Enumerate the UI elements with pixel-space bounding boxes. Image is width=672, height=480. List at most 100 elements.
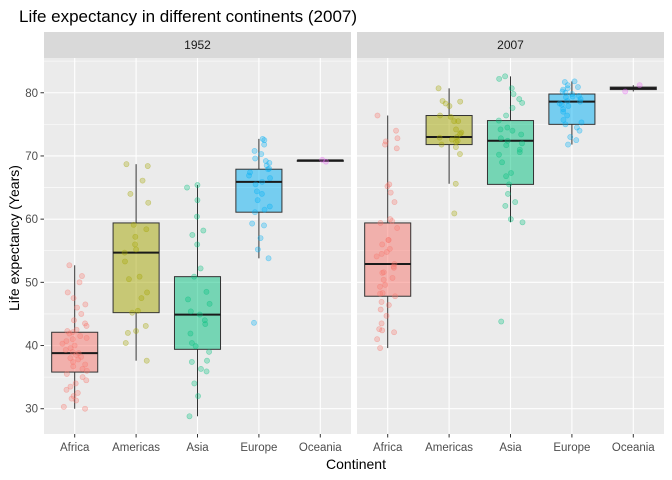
data-point: [497, 126, 504, 133]
data-point: [562, 121, 569, 128]
data-point: [380, 269, 387, 276]
data-point: [127, 190, 134, 197]
data-point: [247, 169, 253, 176]
y-tick-label: 40: [25, 341, 38, 353]
data-point: [203, 288, 210, 295]
data-point: [139, 177, 146, 184]
data-point: [391, 199, 398, 205]
data-point: [452, 144, 459, 151]
facet-panel-2007: 2007 Africa Americas Asia Europe Oceania: [357, 32, 664, 454]
data-point: [261, 206, 268, 213]
data-point: [387, 189, 394, 196]
data-point: [195, 393, 201, 399]
x-tick-label: Oceania: [299, 442, 342, 454]
data-point: [495, 117, 502, 124]
data-point: [379, 327, 386, 334]
data-point: [394, 225, 401, 231]
data-point: [506, 181, 512, 188]
data-point: [191, 273, 198, 280]
data-point: [198, 366, 204, 372]
data-point: [67, 345, 74, 351]
box-oceania: [296, 156, 344, 165]
y-tick-label: 60: [25, 214, 38, 226]
data-point: [261, 141, 268, 148]
box-americas: [112, 161, 160, 364]
data-point: [126, 276, 132, 283]
data-point: [508, 170, 514, 176]
data-point: [575, 84, 581, 90]
data-point: [188, 359, 195, 365]
data-point: [206, 348, 212, 355]
data-point: [382, 281, 389, 288]
data-point: [192, 343, 199, 350]
data-point: [67, 355, 74, 362]
data-point: [455, 118, 462, 125]
data-point: [132, 233, 139, 240]
data-point: [518, 131, 525, 138]
data-point: [63, 338, 70, 345]
data-point: [261, 137, 268, 144]
data-point: [390, 263, 397, 270]
x-tick-label: Asia: [186, 442, 209, 454]
data-point: [266, 165, 273, 172]
data-point: [512, 199, 519, 205]
data-point: [508, 85, 515, 92]
data-point: [201, 317, 208, 324]
data-point: [437, 112, 443, 119]
data-point: [259, 190, 265, 197]
data-point: [451, 118, 458, 125]
y-tick-label: 30: [25, 404, 38, 416]
data-point: [373, 253, 380, 260]
data-point: [453, 126, 459, 133]
data-point: [122, 258, 128, 265]
data-point: [379, 269, 386, 276]
data-point: [458, 129, 465, 136]
data-point: [73, 352, 79, 358]
data-point: [254, 246, 261, 253]
data-point: [82, 405, 88, 412]
data-point: [252, 181, 259, 188]
data-point: [391, 261, 398, 267]
data-point: [266, 160, 273, 166]
data-point: [451, 210, 458, 217]
data-point: [387, 216, 394, 223]
x-tick-label: Africa: [60, 442, 90, 454]
data-point: [319, 156, 326, 163]
data-point: [75, 350, 82, 357]
data-point: [71, 317, 77, 324]
data-point: [564, 82, 571, 89]
data-point: [189, 232, 196, 238]
data-point: [497, 135, 504, 142]
facet-strip-label: 2007: [497, 38, 524, 52]
box-europe: [548, 78, 596, 148]
data-point: [265, 255, 272, 262]
data-point: [73, 326, 80, 333]
data-point: [194, 182, 201, 188]
data-point: [457, 151, 463, 157]
data-point: [560, 86, 567, 93]
x-tick-label: Europe: [240, 442, 277, 454]
data-point: [453, 139, 460, 145]
data-point: [134, 307, 141, 314]
data-point: [454, 137, 461, 144]
data-point: [200, 227, 207, 234]
data-point: [70, 393, 77, 399]
data-point: [263, 162, 270, 169]
data-point: [446, 103, 453, 109]
data-point: [385, 302, 392, 308]
data-point: [504, 137, 511, 144]
data-point: [636, 82, 643, 89]
data-point: [573, 124, 580, 131]
data-point: [516, 96, 523, 102]
facet-strip: [357, 32, 664, 58]
data-point: [502, 73, 509, 80]
data-point: [194, 213, 200, 220]
data-point: [130, 221, 137, 228]
data-point: [323, 158, 329, 165]
data-point: [64, 289, 71, 296]
data-point: [394, 135, 401, 142]
x-tick-label: Europe: [553, 442, 590, 454]
data-point: [143, 357, 150, 364]
data-point: [378, 299, 385, 305]
data-point: [133, 328, 139, 334]
